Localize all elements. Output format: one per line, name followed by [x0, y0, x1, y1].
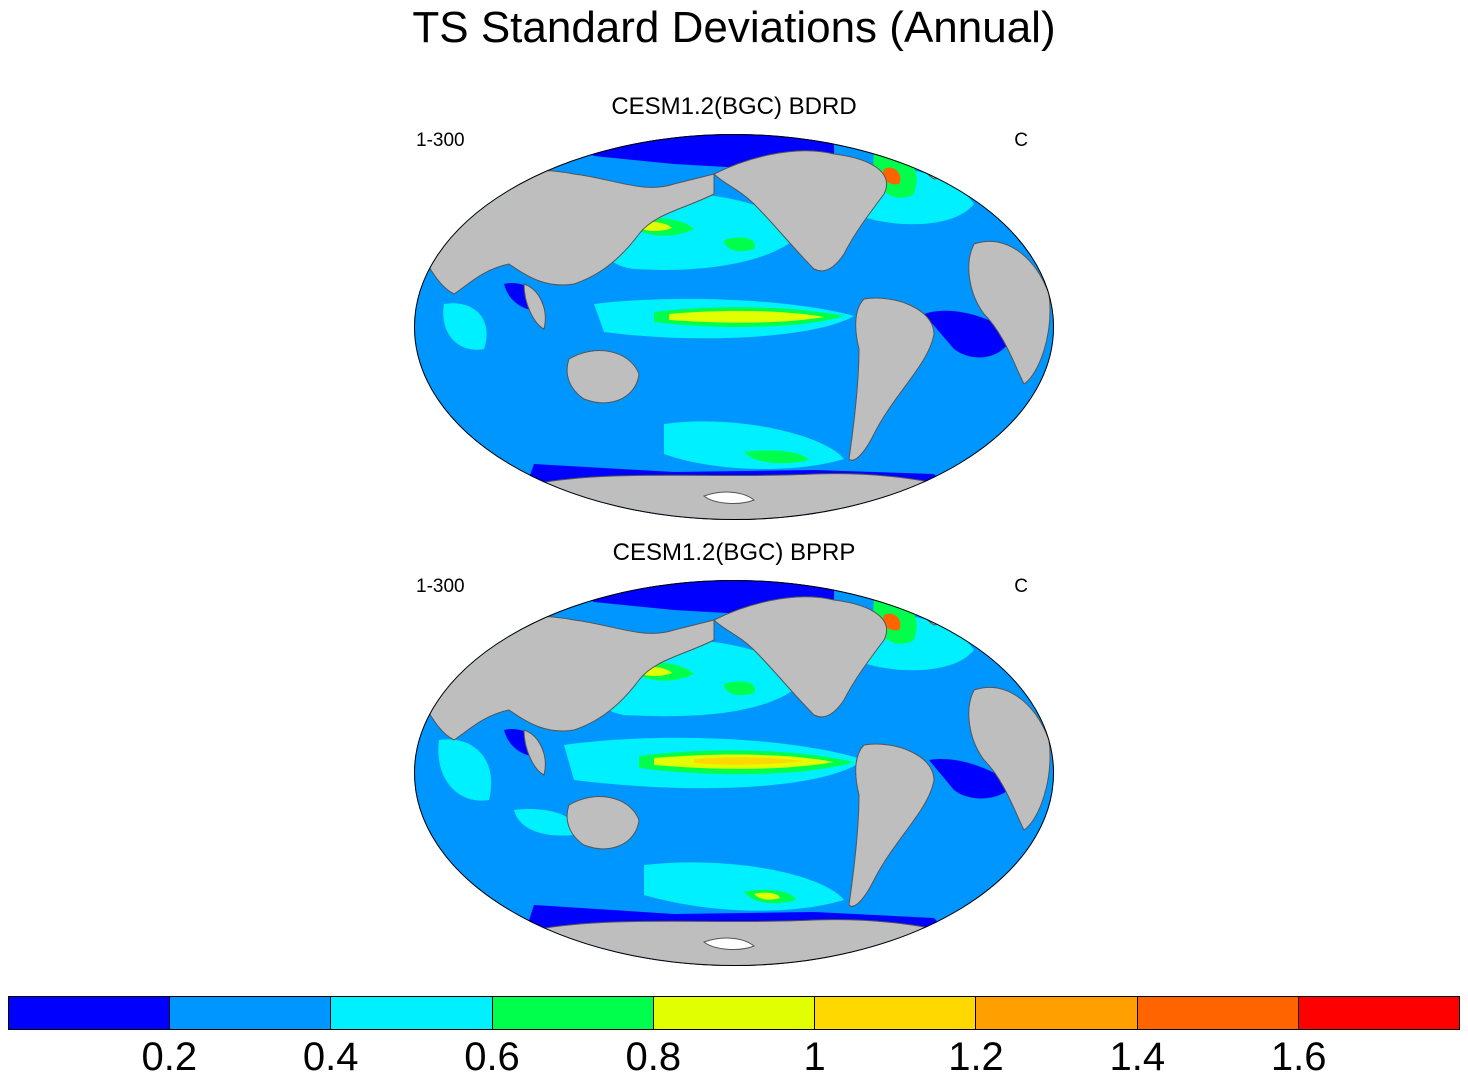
- south-indian-cyan: [514, 809, 576, 836]
- colorbar-tick-label: 1.2: [948, 1035, 1004, 1079]
- gulf-stream-red: [883, 167, 901, 185]
- period-label: 1-300: [416, 130, 465, 151]
- nino-yellow: [669, 310, 824, 323]
- south-america-land: [848, 743, 935, 907]
- panel-title: CESM1.2(BGC) BPRP: [612, 539, 856, 566]
- ice-shelf: [702, 491, 755, 504]
- colorbar-box: [170, 997, 332, 1029]
- world-map: [414, 580, 1054, 966]
- colorbar-box: [653, 997, 816, 1029]
- north-pacific-green: [724, 681, 755, 696]
- australia-land: [566, 350, 640, 404]
- indian-ocean-cyan: [443, 303, 487, 350]
- southeast-asia-land: [523, 729, 546, 776]
- north-america-land: [713, 596, 887, 718]
- colorbar-tick-label: 0.6: [464, 1035, 520, 1079]
- africa-land: [968, 686, 1051, 831]
- colorbar: [8, 996, 1460, 1030]
- period-label: 1-300: [416, 576, 465, 597]
- africa-land: [968, 240, 1051, 385]
- colorbar-tick-label: 0.2: [141, 1035, 198, 1079]
- colorbar-box: [1137, 997, 1299, 1029]
- australia-land: [566, 796, 640, 850]
- colorbar-box: [331, 997, 493, 1029]
- colorbar-box: [1298, 997, 1459, 1029]
- east-pacific-low-variance: [929, 759, 1014, 799]
- north-america-land: [713, 150, 887, 272]
- southeast-asia-land: [523, 283, 546, 330]
- units-label: C: [1014, 576, 1028, 597]
- ice-shelf: [702, 937, 755, 950]
- southern-ocean-green: [744, 450, 809, 464]
- nino-orange: [694, 757, 804, 765]
- indian-ocean-cyan: [438, 739, 492, 801]
- colorbar-box: [976, 997, 1138, 1029]
- colorbar-tick-label: 1.6: [1270, 1035, 1327, 1079]
- colorbar-box: [9, 997, 171, 1029]
- colorbar-tick-label: 1.4: [1109, 1035, 1166, 1079]
- figure-title: TS Standard Deviations (Annual): [412, 3, 1056, 52]
- gulf-stream-red: [883, 613, 901, 631]
- south-america-land: [848, 297, 935, 461]
- colorbar-tick-label: 1: [803, 1035, 826, 1079]
- world-map: [414, 134, 1054, 520]
- colorbar-tick-label: 0.8: [625, 1035, 682, 1079]
- colorbar-tick-label: 0.4: [302, 1035, 359, 1079]
- map-panel-bdrd: CESM1.2(BGC) BDRD 1-300 C: [400, 90, 1068, 522]
- colorbar-box: [815, 997, 977, 1029]
- southern-ocean-yellow: [754, 892, 780, 900]
- panel-title: CESM1.2(BGC) BDRD: [611, 93, 857, 120]
- map-panel-bprp: CESM1.2(BGC) BPRP 1-300 C: [400, 536, 1068, 968]
- colorbar-box: [492, 997, 654, 1029]
- north-pacific-green: [724, 237, 755, 252]
- units-label: C: [1014, 130, 1028, 151]
